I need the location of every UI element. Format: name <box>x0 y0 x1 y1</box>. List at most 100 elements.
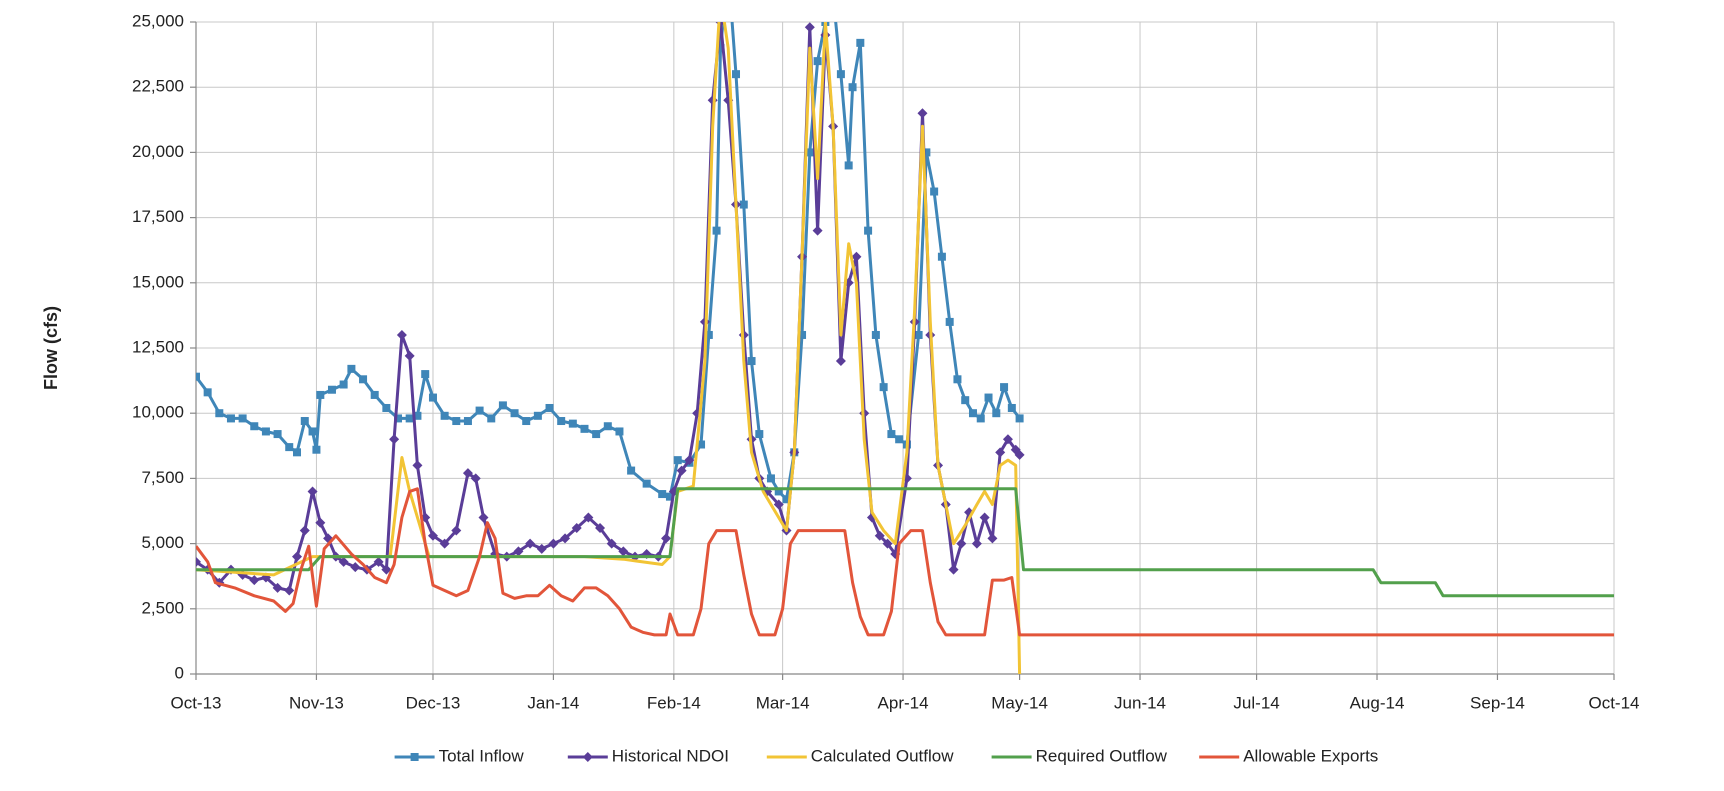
x-tick-label: May-14 <box>991 693 1048 712</box>
marker <box>373 556 384 567</box>
marker <box>812 225 823 236</box>
marker <box>782 495 791 504</box>
marker <box>428 393 437 402</box>
marker <box>956 538 967 549</box>
marker <box>592 430 601 439</box>
marker <box>560 533 571 544</box>
marker <box>427 530 438 541</box>
marker <box>984 393 993 402</box>
y-tick-label: 0 <box>175 663 184 682</box>
marker <box>856 38 865 47</box>
x-tick-label: Sep-14 <box>1470 693 1525 712</box>
marker <box>971 538 982 549</box>
marker <box>498 401 507 410</box>
marker <box>987 533 998 544</box>
legend-label: Historical NDOI <box>612 746 729 765</box>
legend: Total Inflow Historical NDOI Calculated Ou… <box>394 746 1378 765</box>
marker <box>835 356 846 367</box>
marker <box>525 538 536 549</box>
marker <box>421 370 430 379</box>
marker <box>665 492 674 501</box>
marker <box>697 440 706 449</box>
marker <box>673 456 682 465</box>
marker <box>312 445 321 454</box>
y-tick-label: 25,000 <box>132 11 184 30</box>
marker <box>583 512 594 523</box>
marker <box>316 390 325 399</box>
marker <box>716 44 725 53</box>
x-tick-label: Feb-14 <box>647 693 701 712</box>
y-tick-label: 10,000 <box>132 403 184 422</box>
marker <box>804 22 815 33</box>
marker <box>347 364 356 373</box>
marker <box>798 330 807 339</box>
series-line <box>196 22 1021 592</box>
marker <box>412 460 423 471</box>
marker <box>747 357 756 366</box>
marker <box>284 585 295 596</box>
marker <box>961 396 970 405</box>
x-tick-label: Nov-13 <box>289 693 344 712</box>
marker <box>1002 434 1013 445</box>
x-tick-label: Oct-14 <box>1588 693 1639 712</box>
marker <box>470 473 481 484</box>
legend-label: Required Outflow <box>1036 746 1168 765</box>
marker <box>487 414 496 423</box>
marker <box>766 474 775 483</box>
marker <box>327 385 336 394</box>
marker <box>755 430 764 439</box>
x-tick-label: Mar-14 <box>756 693 810 712</box>
marker <box>307 486 318 497</box>
x-tick-label: Oct-13 <box>170 693 221 712</box>
y-tick-label: 5,000 <box>141 533 184 552</box>
marker <box>522 417 531 426</box>
marker <box>396 329 407 340</box>
marker <box>627 466 636 475</box>
marker <box>250 422 259 431</box>
marker <box>513 546 524 557</box>
grid: 0 2,500 5,000 7,500 10,000 12,500 15,000 17,500… <box>132 11 1640 712</box>
marker <box>658 490 667 499</box>
marker <box>381 564 392 575</box>
marker <box>533 411 542 420</box>
marker <box>871 330 880 339</box>
marker <box>463 417 472 426</box>
marker <box>203 388 212 397</box>
marker <box>451 525 462 536</box>
marker <box>226 414 235 423</box>
marker <box>992 409 1001 418</box>
marker <box>389 434 400 445</box>
marker <box>712 226 721 235</box>
legend-label: Allowable Exports <box>1243 746 1378 765</box>
marker <box>350 562 361 573</box>
marker <box>1000 383 1009 392</box>
x-tick-label: Jul-14 <box>1233 693 1279 712</box>
marker <box>410 753 419 761</box>
marker <box>580 424 589 433</box>
marker <box>1007 403 1016 412</box>
marker <box>452 417 461 426</box>
marker <box>953 375 962 384</box>
y-axis-label: Flow (cfs) <box>41 306 61 390</box>
marker <box>813 57 822 66</box>
y-tick-label: 15,000 <box>132 272 184 291</box>
marker <box>196 556 201 567</box>
marker <box>404 350 415 361</box>
marker <box>805 148 814 157</box>
plot-area <box>196 22 1614 675</box>
marker <box>1015 414 1024 423</box>
marker <box>732 70 741 79</box>
marker <box>704 330 713 339</box>
marker <box>582 752 593 762</box>
marker <box>478 512 489 523</box>
marker <box>606 538 617 549</box>
marker <box>299 525 310 536</box>
marker <box>338 556 349 567</box>
marker <box>922 148 931 157</box>
x-tick-label: Aug-14 <box>1350 693 1405 712</box>
marker <box>261 427 270 436</box>
marker <box>914 330 923 339</box>
marker <box>273 430 282 439</box>
marker <box>739 200 748 209</box>
marker <box>571 522 582 533</box>
